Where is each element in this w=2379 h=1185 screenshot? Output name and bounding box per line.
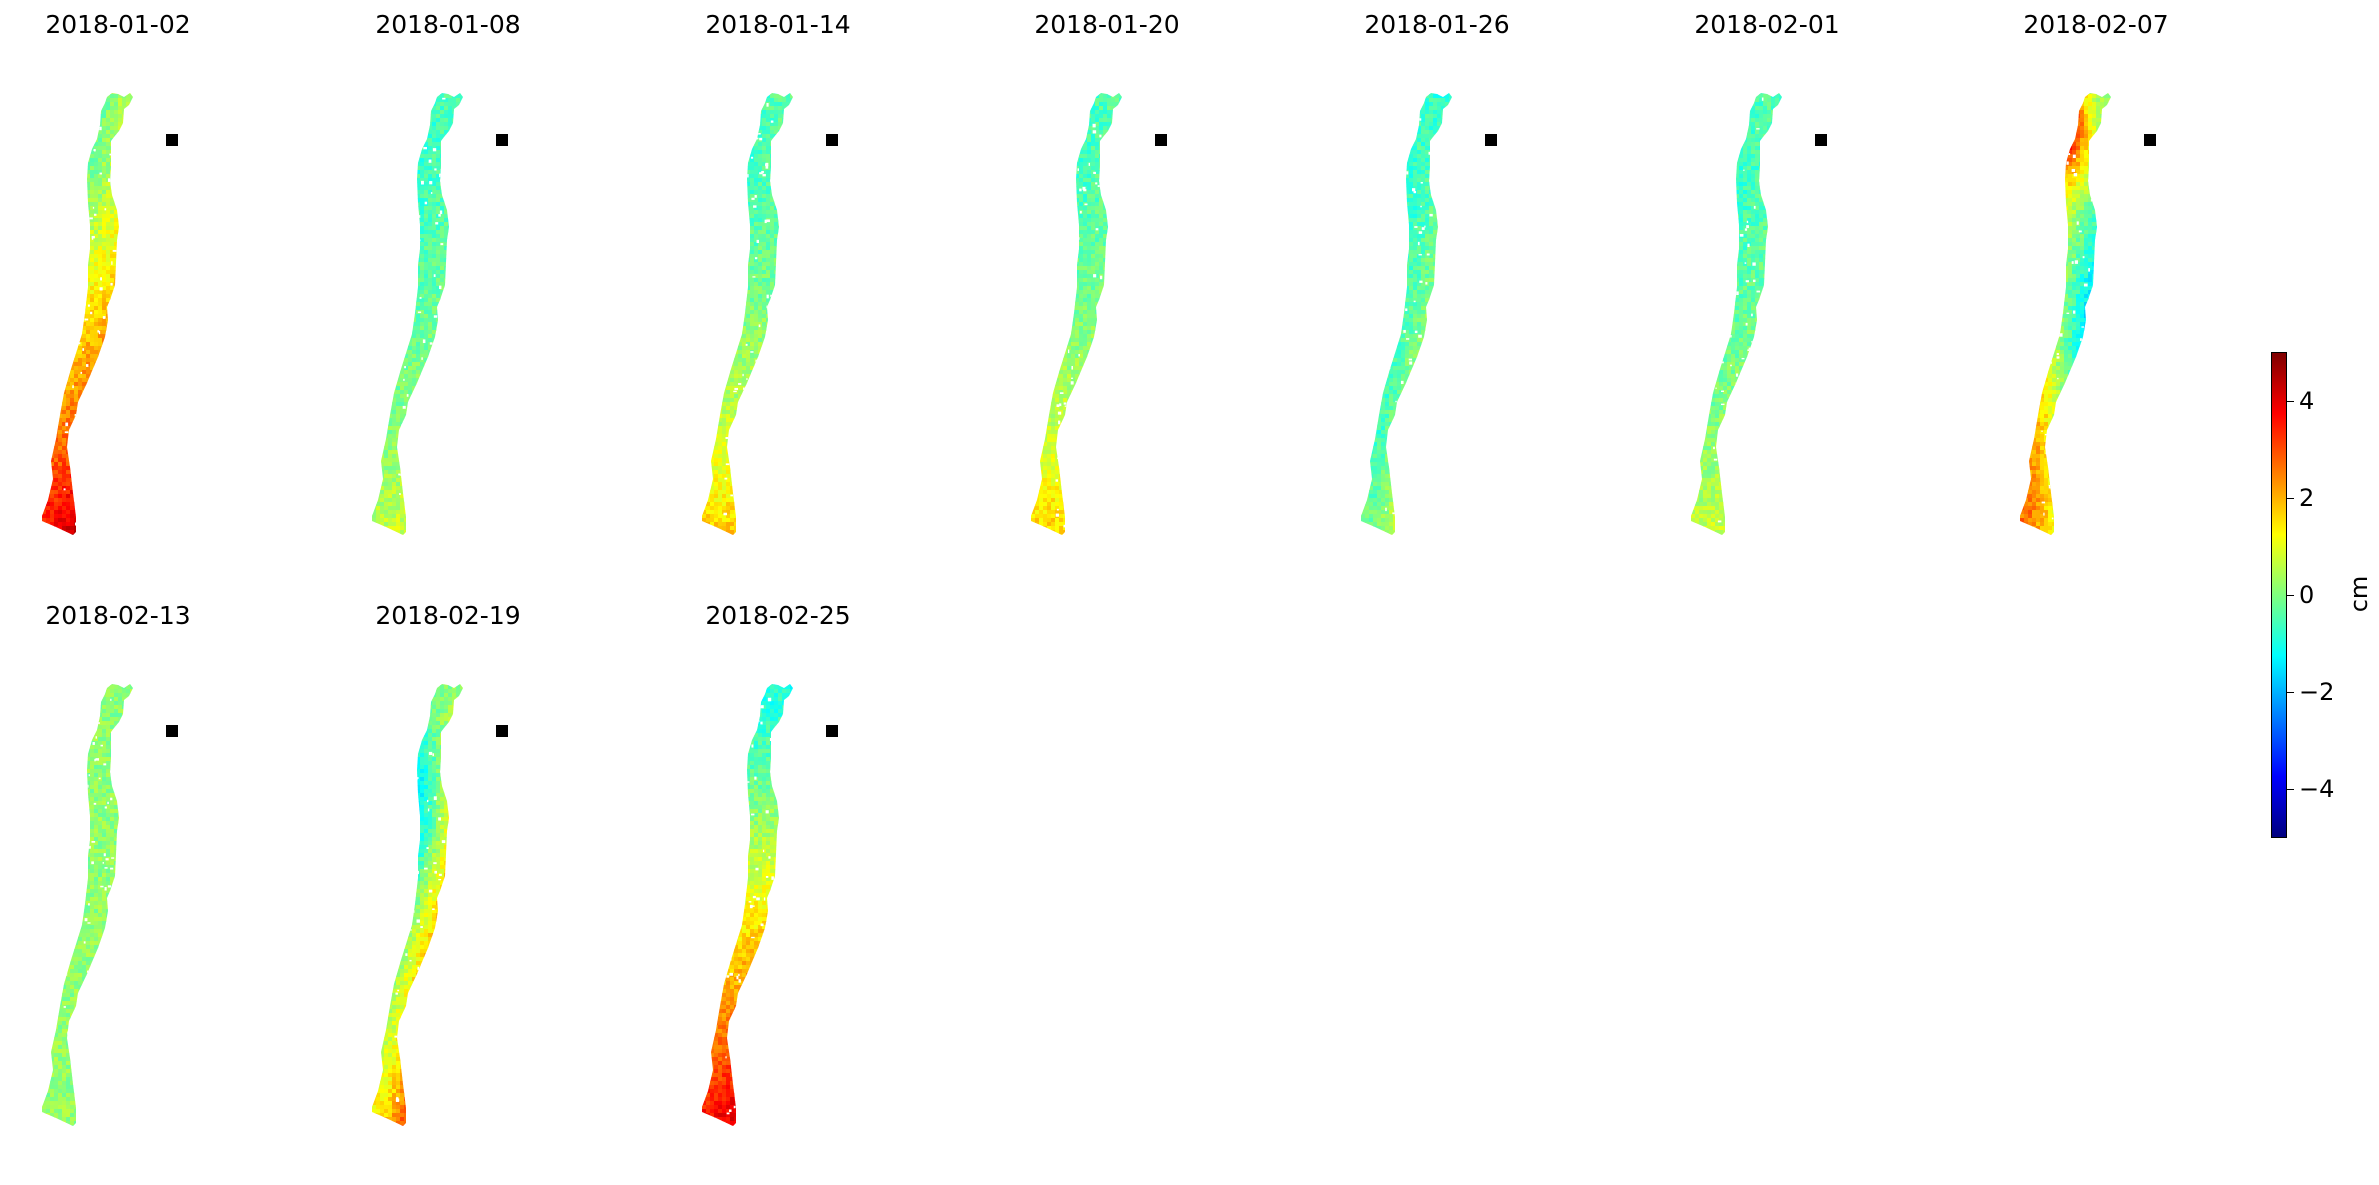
panel-title: 2018-02-01 — [1667, 5, 1867, 45]
displacement-field — [702, 684, 793, 1126]
displacement-map — [1337, 75, 1537, 560]
colorbar-tick-label: −4 — [2299, 777, 2334, 801]
displacement-map — [18, 666, 218, 1151]
reference-point-marker — [166, 134, 178, 146]
displacement-field — [702, 93, 793, 535]
map-svg — [1691, 93, 1827, 535]
colorbar-tick — [2286, 401, 2294, 403]
displacement-map — [1667, 75, 1867, 560]
map-svg — [372, 684, 508, 1126]
panel-title: 2018-02-07 — [1996, 5, 2196, 45]
displacement-field — [372, 93, 463, 535]
map-svg — [702, 684, 838, 1126]
panel-1: 2018-01-02 — [18, 5, 218, 560]
map-svg — [702, 93, 838, 535]
displacement-map — [678, 666, 878, 1151]
panel-6: 2018-02-01 — [1667, 5, 1867, 560]
displacement-field — [1361, 93, 1452, 535]
reference-point-marker — [496, 725, 508, 737]
map-svg — [1031, 93, 1167, 535]
colorbar-tick-label: 4 — [2299, 389, 2314, 413]
displacement-map — [348, 666, 548, 1151]
displacement-field — [42, 93, 133, 535]
panel-title: 2018-01-08 — [348, 5, 548, 45]
reference-point-marker — [826, 725, 838, 737]
panel-title: 2018-02-25 — [678, 596, 878, 636]
panel-title: 2018-01-14 — [678, 5, 878, 45]
colorbar-tick — [2286, 788, 2294, 790]
displacement-field — [372, 684, 463, 1126]
panel-title: 2018-01-26 — [1337, 5, 1537, 45]
displacement-field — [2020, 93, 2111, 535]
panel-5: 2018-01-26 — [1337, 5, 1537, 560]
panel-title: 2018-01-20 — [1007, 5, 1207, 45]
colorbar-tick-label: −2 — [2299, 680, 2334, 704]
reference-point-marker — [1815, 134, 1827, 146]
panel-title: 2018-01-02 — [18, 5, 218, 45]
colorbar-tick — [2286, 691, 2294, 693]
panel-title: 2018-02-19 — [348, 596, 548, 636]
reference-point-marker — [2144, 134, 2156, 146]
colorbar-label: cm — [2345, 576, 2373, 613]
displacement-map — [348, 75, 548, 560]
colorbar-ramp — [2271, 352, 2287, 838]
map-svg — [372, 93, 508, 535]
displacement-map — [1996, 75, 2196, 560]
colorbar-tick — [2286, 498, 2294, 500]
panel-2: 2018-01-08 — [348, 5, 548, 560]
reference-point-marker — [826, 134, 838, 146]
reference-point-marker — [496, 134, 508, 146]
panel-10: 2018-02-25 — [678, 596, 878, 1151]
map-svg — [42, 93, 178, 535]
colorbar-tick-label: 2 — [2299, 486, 2314, 510]
colorbar: 4 2 0 −2 −4 cm — [2265, 352, 2375, 838]
panel-7: 2018-02-07 — [1996, 5, 2196, 560]
map-svg — [42, 684, 178, 1126]
colorbar-tick-label: 0 — [2299, 583, 2314, 607]
displacement-map — [1007, 75, 1207, 560]
panel-title: 2018-02-13 — [18, 596, 218, 636]
colorbar-tick — [2286, 595, 2294, 596]
reference-point-marker — [1155, 134, 1167, 146]
panel-8: 2018-02-13 — [18, 596, 218, 1151]
map-svg — [2020, 93, 2156, 535]
panel-3: 2018-01-14 — [678, 5, 878, 560]
displacement-field — [1691, 93, 1782, 535]
displacement-map — [18, 75, 218, 560]
panel-4: 2018-01-20 — [1007, 5, 1207, 560]
reference-point-marker — [1485, 134, 1497, 146]
panel-9: 2018-02-19 — [348, 596, 548, 1151]
displacement-map — [678, 75, 878, 560]
reference-point-marker — [166, 725, 178, 737]
map-svg — [1361, 93, 1497, 535]
displacement-field — [1031, 93, 1122, 535]
